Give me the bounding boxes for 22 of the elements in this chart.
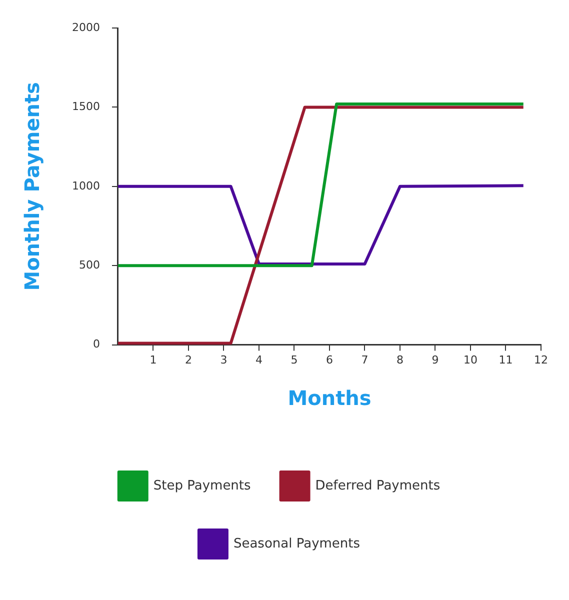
x-tick-label: 6: [326, 353, 333, 366]
x-tick-label: 4: [255, 353, 262, 366]
y-axis-title: Monthly Payments: [20, 82, 44, 291]
y-tick-label: 500: [78, 258, 100, 272]
x-tick-label: 3: [220, 353, 228, 366]
x-tick-label: 8: [396, 353, 404, 366]
x-axis-title: Months: [288, 386, 372, 410]
x-tick-label: 5: [290, 353, 298, 366]
x-tick-label: 2: [184, 353, 192, 366]
y-tick-label: 2000: [72, 20, 100, 34]
y-tick-label: 1500: [72, 100, 100, 114]
y-tick-label: 1000: [72, 179, 100, 192]
x-tick-label: 7: [361, 353, 368, 366]
y-tick-label: 0: [92, 338, 100, 351]
legend-label: Deferred Payments: [315, 478, 440, 494]
x-tick-label: 11: [498, 353, 513, 366]
x-tick-label: 10: [464, 353, 478, 366]
legend-label: Seasonal Payments: [233, 536, 360, 552]
x-tick-label: 1: [150, 353, 157, 366]
legend-label: Step Payments: [153, 478, 252, 494]
x-tick-label: 12: [534, 353, 548, 366]
x-tick-label: 9: [432, 353, 439, 366]
